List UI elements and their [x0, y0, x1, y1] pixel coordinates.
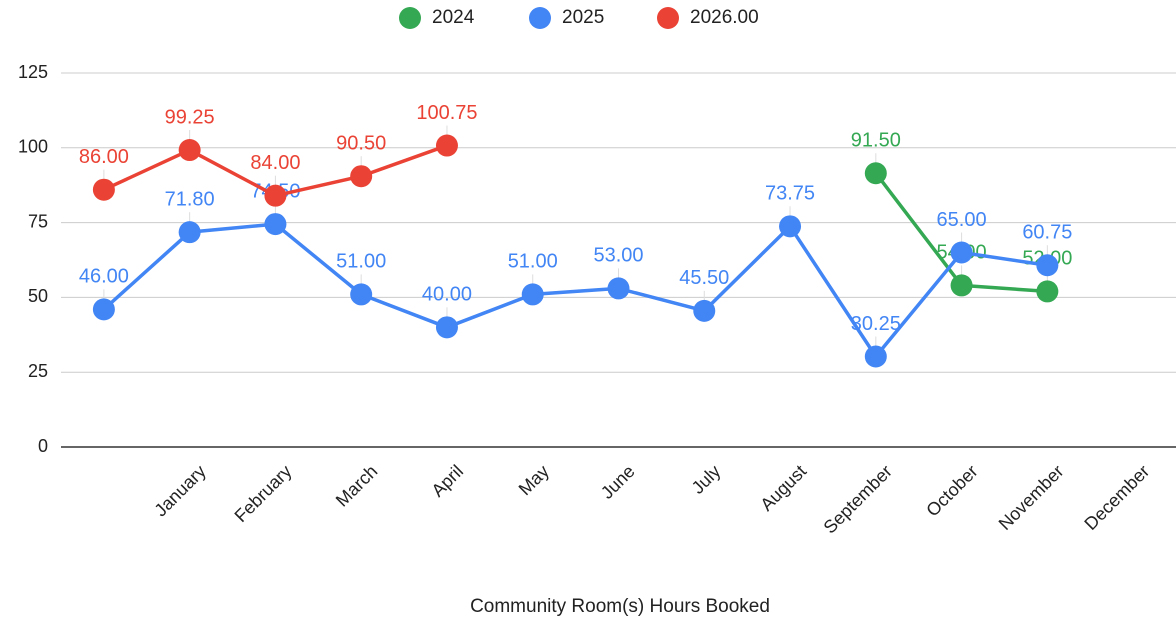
data-label: 100.75 — [416, 102, 477, 124]
data-point — [1036, 254, 1059, 277]
x-tick-label: November — [995, 461, 1068, 534]
data-label: 99.25 — [165, 106, 215, 128]
data-point — [864, 162, 887, 185]
data-label: 86.00 — [79, 146, 129, 168]
x-tick-label: October — [922, 461, 981, 520]
data-point — [950, 241, 973, 264]
series-line — [102, 222, 1048, 359]
data-point — [178, 221, 201, 244]
x-tick-label: March — [332, 461, 382, 511]
data-point — [435, 316, 458, 339]
data-point — [864, 345, 887, 368]
data-point — [435, 134, 458, 157]
data-point — [350, 283, 373, 306]
legend-swatch — [657, 7, 679, 29]
data-label: 91.50 — [851, 130, 901, 152]
x-tick-label: April — [428, 461, 468, 501]
legend-label: 2024 — [432, 7, 475, 28]
data-point — [950, 274, 973, 297]
data-label: 51.00 — [336, 251, 386, 273]
data-label: 65.00 — [937, 209, 987, 231]
legend-label: 2026.00 — [690, 7, 759, 28]
data-point — [92, 298, 115, 321]
x-tick-label: August — [756, 461, 810, 515]
data-point — [607, 277, 630, 300]
x-axis-title: Community Room(s) Hours Booked — [470, 596, 770, 617]
data-label: 53.00 — [593, 245, 643, 267]
x-tick-label: May — [515, 461, 553, 499]
x-tick-label: December — [1080, 461, 1153, 534]
data-label: 73.75 — [765, 183, 815, 205]
legend-label: 2025 — [562, 7, 604, 28]
x-tick-label: September — [820, 461, 896, 537]
data-label: 60.75 — [1022, 222, 1072, 244]
data-label: 45.50 — [679, 267, 729, 289]
data-label: 40.00 — [422, 284, 472, 306]
y-tick-label: 50 — [28, 286, 48, 306]
data-point — [693, 299, 716, 322]
x-tick-label: June — [597, 461, 639, 503]
data-point — [779, 215, 802, 238]
data-label: 30.25 — [851, 313, 901, 335]
data-point — [264, 184, 287, 207]
data-point — [178, 139, 201, 162]
x-tick-label: July — [688, 461, 725, 498]
y-tick-label: 75 — [28, 211, 48, 231]
data-point — [264, 213, 287, 236]
y-tick-label: 125 — [18, 62, 48, 82]
data-label: 46.00 — [79, 266, 129, 288]
data-point — [521, 283, 544, 306]
data-point — [1036, 280, 1059, 303]
y-tick-label: 25 — [28, 361, 48, 381]
data-label: 51.00 — [508, 251, 558, 273]
legend-swatch — [529, 7, 551, 29]
data-label: 90.50 — [336, 133, 386, 155]
x-tick-label: February — [231, 461, 296, 526]
data-label: 71.80 — [165, 188, 215, 210]
data-label: 84.00 — [250, 152, 300, 174]
legend-swatch — [399, 7, 421, 29]
y-tick-label: 100 — [18, 137, 48, 157]
y-tick-label: 0 — [38, 436, 48, 456]
x-tick-label: January — [150, 461, 209, 520]
data-point — [350, 165, 373, 188]
data-point — [92, 178, 115, 201]
